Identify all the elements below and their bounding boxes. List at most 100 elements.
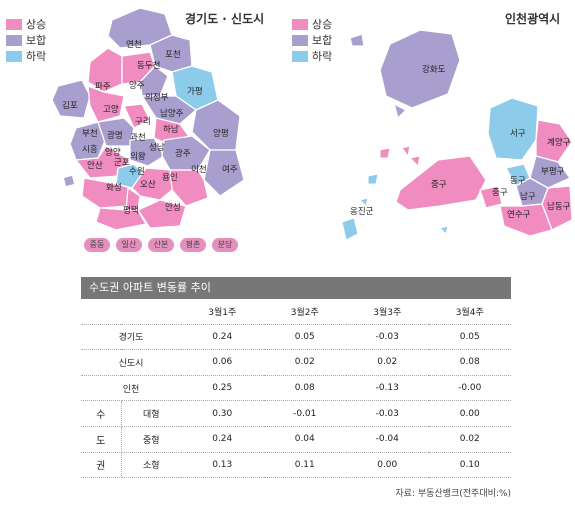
region-label-dong-gu: 동구 — [510, 176, 526, 186]
new-town-bundang: 분당 — [212, 238, 238, 252]
cell: 0.13 — [181, 452, 264, 479]
region-label-ongjin-gun: 옹진군 — [350, 207, 374, 217]
incheon-legend: 상승 보합 하락 — [292, 16, 332, 64]
row-label: 대형 — [121, 400, 181, 427]
region-label-pocheon: 포천 — [165, 50, 181, 60]
region-label-siheung: 시흥 — [82, 145, 98, 155]
cell: 0.30 — [181, 400, 264, 427]
group-label: 수 — [81, 400, 122, 427]
cell: 0.06 — [181, 349, 264, 376]
cell: -0.13 — [346, 375, 429, 402]
region-label-uiwang: 의왕 — [130, 152, 146, 162]
region-label-gyeyang-gu: 계양구 — [547, 138, 571, 148]
region-label-seongnam: 성남 — [149, 143, 165, 153]
table-row: 권 소형 0.13 0.11 0.00 0.10 — [81, 452, 511, 479]
cell: 0.08 — [263, 375, 346, 402]
legend-label: 하락 — [312, 50, 333, 63]
row-label: 신도시 — [81, 349, 181, 376]
region-label-ansan: 안산 — [87, 161, 103, 171]
legend-label: 보합 — [312, 34, 333, 47]
legend-item-rise: 상승 — [6, 16, 46, 32]
region-label-yangpyeong: 양평 — [213, 129, 229, 139]
cell: 0.02 — [346, 349, 429, 376]
region-label-dongducheon: 동두천 — [137, 61, 161, 71]
gyeonggi-title: 경기도 · 신도시 — [185, 12, 265, 26]
table-row: 도 중형 0.24 0.04 -0.04 0.02 — [81, 426, 511, 453]
region-label-pyeongtaek: 평택 — [123, 206, 139, 216]
cell: 0.00 — [346, 452, 429, 479]
source-note: 자료: 부동산뱅크(전주대비:%) — [395, 489, 511, 499]
cell: -0.01 — [263, 400, 346, 427]
region-label-yeonsu-gu: 연수구 — [507, 210, 531, 220]
region-label-anseong: 안성 — [165, 203, 181, 213]
table-row: 수 대형 0.30 -0.01 -0.03 0.00 — [81, 400, 511, 427]
region-label-bupyeong-gu: 부평구 — [541, 167, 565, 177]
region-label-osan: 오산 — [140, 180, 156, 190]
region-label-icheon: 이천 — [191, 165, 207, 175]
region-label-yongin: 용인 — [162, 173, 178, 183]
cell: 0.00 — [428, 400, 511, 427]
region-label-hwaseong: 화성 — [106, 183, 122, 193]
group-label: 도 — [81, 426, 122, 453]
legend-label: 보합 — [26, 34, 47, 47]
legend-swatch — [6, 34, 22, 46]
cell: 0.05 — [428, 324, 511, 351]
region-label-nam-gu: 남구 — [520, 192, 536, 202]
table-corner — [81, 299, 121, 325]
region-label-gimpo: 김포 — [62, 101, 78, 111]
table-row: 인천 0.25 0.08 -0.13 -0.00 — [81, 375, 511, 402]
table-row: 경기도 0.24 0.05 -0.03 0.05 — [81, 324, 511, 351]
cell: -0.00 — [428, 375, 511, 402]
cell: -0.04 — [346, 426, 429, 453]
legend-item-flat: 보합 — [6, 32, 46, 48]
legend-item-fall: 하락 — [292, 48, 332, 64]
region-label-jung-gu: 중구 — [492, 188, 508, 198]
legend-swatch — [6, 50, 22, 62]
new-town-jungdong: 중동 — [84, 238, 110, 252]
legend-label: 상승 — [312, 18, 333, 31]
gyeonggi-legend: 상승 보합 하락 — [6, 16, 46, 64]
table-row: 신도시 0.06 0.02 0.02 0.08 — [81, 349, 511, 376]
table-corner-2 — [121, 299, 181, 325]
cell: 0.04 — [263, 426, 346, 453]
cell: 0.10 — [428, 452, 511, 479]
row-label: 경기도 — [81, 324, 181, 351]
col-header: 3월2주 — [263, 299, 346, 325]
region-label-goyang: 고양 — [103, 105, 119, 115]
row-label: 소형 — [121, 452, 181, 479]
cell: -0.03 — [346, 400, 429, 427]
region-label-yangju: 양주 — [129, 81, 145, 91]
region-label-jung-gu-main: 중구 — [431, 180, 447, 190]
table-title: 수도권 아파트 변동률 추이 — [81, 277, 511, 299]
col-header: 3월4주 — [428, 299, 511, 325]
cell: 0.02 — [263, 349, 346, 376]
region-label-yeoncheon: 연천 — [126, 40, 142, 50]
incheon-title: 인천광역시 — [505, 12, 561, 26]
incheon-map — [341, 29, 573, 241]
region-label-namyangju: 남양주 — [160, 109, 184, 119]
region-label-gwacheon: 과천 — [130, 133, 146, 143]
region-label-gunpo: 군포 — [114, 158, 130, 168]
legend-swatch — [292, 50, 308, 62]
cell: 0.24 — [181, 426, 264, 453]
gyeonggi-map — [51, 7, 245, 231]
region-label-seo-gu: 서구 — [510, 129, 526, 139]
region-label-gwangmyeong: 광명 — [107, 131, 123, 141]
cell: 0.24 — [181, 324, 264, 351]
region-label-gapyeong: 가평 — [187, 87, 203, 97]
new-town-ilsan: 일산 — [116, 238, 142, 252]
legend-item-fall: 하락 — [6, 48, 46, 64]
col-header: 3월1주 — [181, 299, 264, 325]
legend-label: 상승 — [26, 18, 47, 31]
region-label-namdong-gu: 남동구 — [547, 202, 571, 212]
legend-item-rise: 상승 — [292, 16, 332, 32]
region-label-yeoju: 여주 — [222, 165, 238, 175]
region-label-uijeongbu: 의정부 — [145, 93, 169, 103]
legend-item-flat: 보합 — [292, 32, 332, 48]
cell: 0.25 — [181, 375, 264, 402]
legend-label: 하락 — [26, 50, 47, 63]
region-label-suwon: 수원 — [129, 167, 145, 177]
row-label: 중형 — [121, 426, 181, 453]
cell: -0.03 — [346, 324, 429, 351]
region-label-hanam: 하남 — [163, 125, 179, 135]
